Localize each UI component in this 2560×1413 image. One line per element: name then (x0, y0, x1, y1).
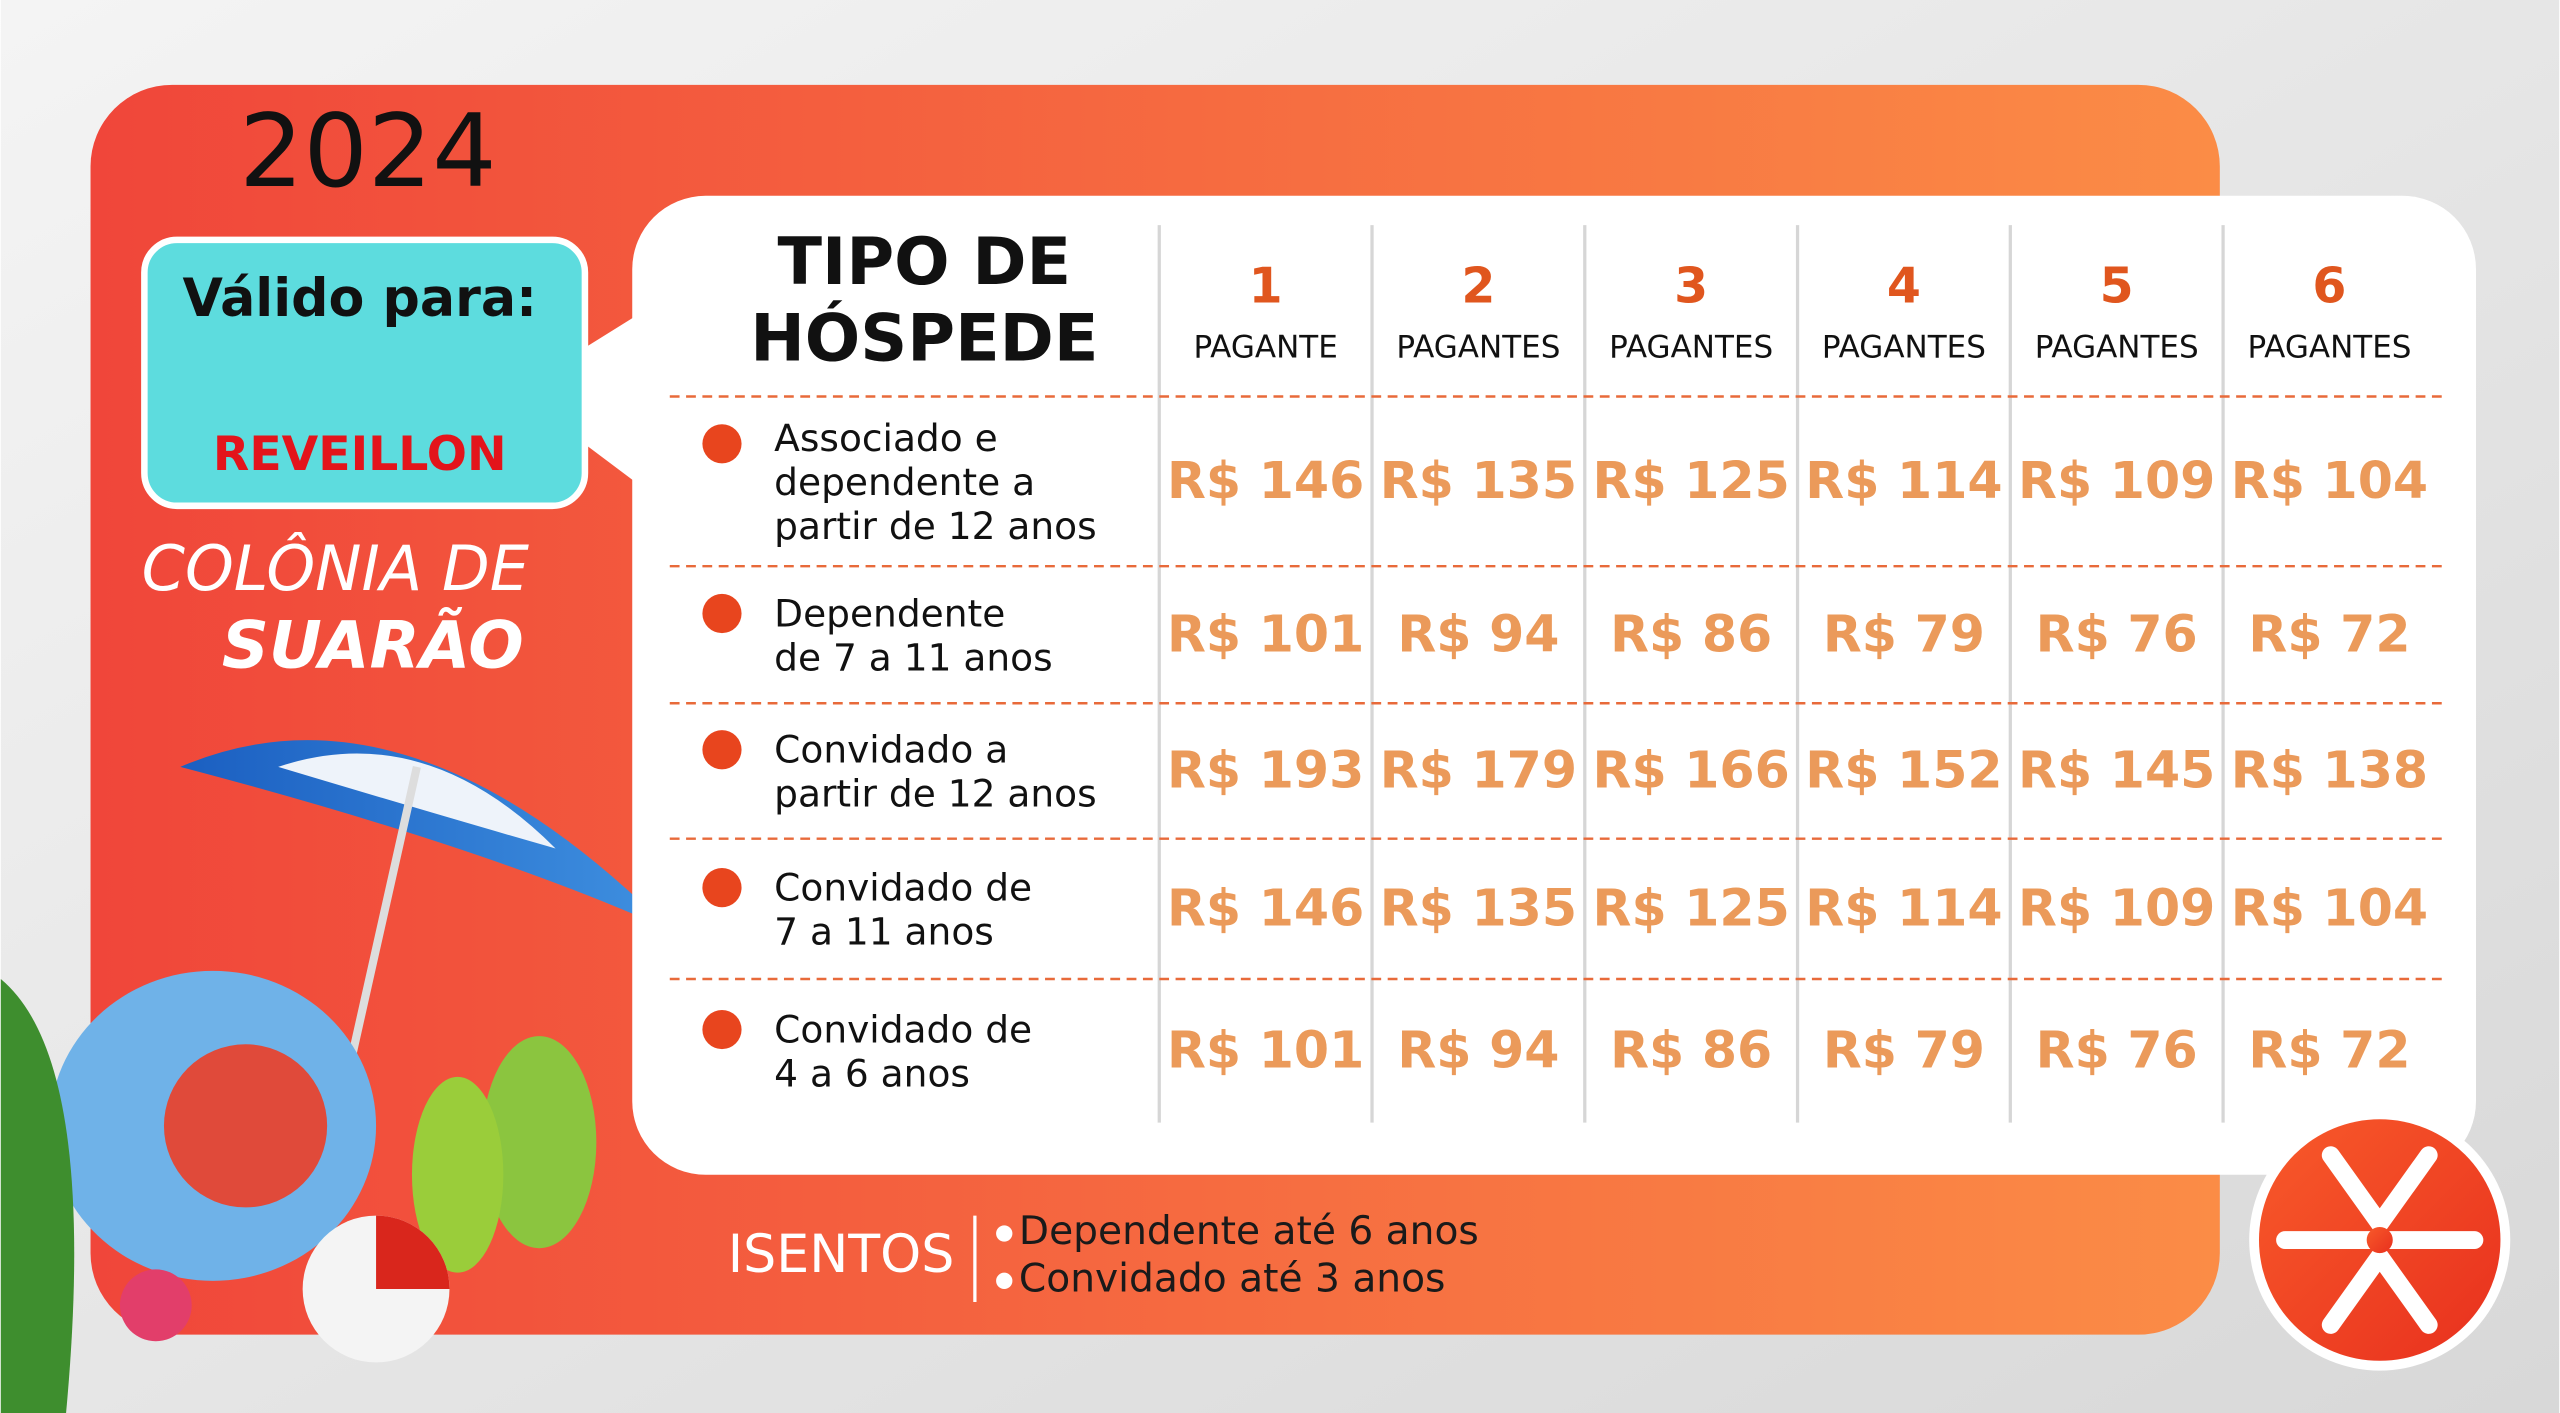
price: R$ 193 (1167, 741, 1364, 800)
row-label: de 7 a 11 anos (774, 635, 1052, 679)
row-bullet (702, 593, 742, 634)
brand-line: COLÔNIA DE (142, 532, 530, 605)
column-number: 3 (1674, 257, 1708, 314)
column-label: PAGANTES (2247, 330, 2411, 366)
column-number: 6 (2312, 257, 2346, 314)
price: R$ 79 (1823, 1021, 1985, 1080)
price: R$ 101 (1167, 1021, 1364, 1080)
table-title: TIPO DE (778, 224, 1072, 300)
price-table: 1 PAGANTE 2 PAGANTES 3 PAGANTES 4 PAGANTES 5 PAGA… (669, 225, 2444, 1123)
row-label: Convidado a (774, 728, 1008, 772)
row-label: partir de 12 anos (774, 772, 1096, 816)
price: R$ 135 (1380, 451, 1577, 510)
row-label: partir de 12 anos (774, 504, 1096, 548)
price: R$ 86 (1610, 1021, 1772, 1080)
price: R$ 109 (2018, 451, 2215, 510)
table-title: HÓSPEDE (750, 300, 1098, 377)
price: R$ 145 (2018, 741, 2215, 800)
row-label: Associado e (774, 416, 998, 460)
row-label: Dependente (774, 591, 1005, 635)
price: R$ 138 (2231, 741, 2428, 800)
column-label: PAGANTES (1822, 330, 1986, 366)
price: R$ 179 (1380, 741, 1577, 800)
row-label: 7 a 11 anos (774, 910, 994, 954)
price: R$ 146 (1167, 879, 1364, 938)
price: R$ 125 (1593, 451, 1790, 510)
price: R$ 104 (2231, 879, 2428, 938)
row-bullet (702, 868, 742, 908)
row-bullet (702, 424, 742, 464)
exemptions-title: ISENTOS (728, 1225, 955, 1285)
beach-illustration (0, 740, 670, 1413)
price: R$ 79 (1823, 604, 1985, 663)
price: R$ 76 (2036, 1021, 2198, 1080)
exemption-bullet (996, 1272, 1013, 1289)
row-label: dependente a (774, 460, 1035, 504)
price: R$ 166 (1593, 741, 1790, 800)
column-label: PAGANTES (1609, 330, 1773, 366)
row-bullet (702, 1009, 742, 1050)
exemption-item: Convidado até 3 anos (1019, 1256, 1446, 1301)
year: 2024 (239, 92, 496, 210)
row-label: Convidado de (774, 1008, 1032, 1052)
column-number: 5 (2100, 257, 2134, 314)
row-label: Convidado de (774, 866, 1032, 910)
price: R$ 125 (1593, 879, 1790, 938)
price: R$ 109 (2018, 879, 2215, 938)
pointer (580, 310, 646, 490)
column-number: 4 (1887, 257, 1921, 314)
price: R$ 114 (1805, 451, 2002, 510)
price: R$ 135 (1380, 879, 1577, 938)
column-number: 2 (1461, 257, 1495, 314)
column-number: 1 (1249, 257, 1283, 314)
logo (2249, 1109, 2511, 1371)
column-label: PAGANTES (2035, 330, 2199, 366)
price-panel (632, 195, 2476, 1175)
valid-label: Válido para: (183, 269, 537, 329)
price: R$ 152 (1805, 741, 2002, 800)
price: R$ 76 (2036, 604, 2198, 663)
price: R$ 86 (1610, 604, 1772, 663)
price: R$ 146 (1167, 451, 1364, 510)
valid-value: REVEILLON (213, 427, 507, 482)
price: R$ 72 (2248, 604, 2410, 663)
price: R$ 94 (1397, 604, 1559, 663)
exemption-bullet (996, 1225, 1013, 1242)
column-label: PAGANTES (1396, 330, 1560, 366)
price: R$ 72 (2248, 1021, 2410, 1080)
price: R$ 104 (2231, 451, 2428, 510)
brand-line: SUARÃO (222, 605, 524, 683)
price: R$ 94 (1397, 1021, 1559, 1080)
price: R$ 101 (1167, 604, 1364, 663)
valid-box (141, 236, 589, 510)
column-label: PAGANTE (1193, 330, 1337, 366)
exemption-item: Dependente até 6 anos (1019, 1209, 1479, 1254)
row-bullet (702, 730, 742, 770)
price: R$ 114 (1805, 879, 2002, 938)
row-label: 4 a 6 anos (774, 1052, 970, 1096)
